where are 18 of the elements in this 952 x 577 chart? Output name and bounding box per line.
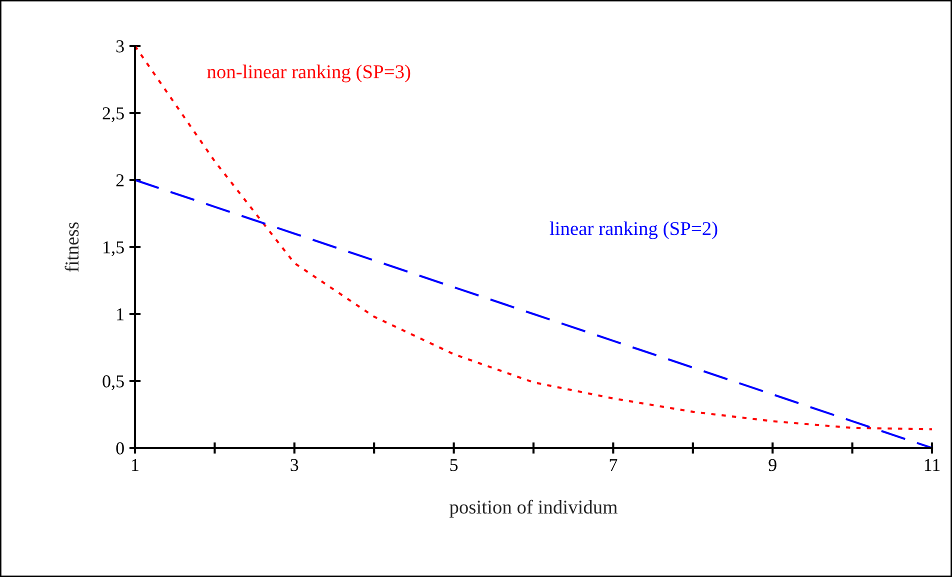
y-tick-label: 3	[116, 40, 124, 52]
x-tick-label: 7	[610, 459, 618, 471]
y-tick-label: 1	[117, 308, 124, 320]
x-tick-label: 1	[132, 459, 138, 471]
text: linear ranking (SP=2)	[550, 221, 718, 240]
x-axis-title: position of individum	[450, 500, 618, 518]
x-tick-label: 9	[768, 458, 776, 472]
line-series	[135, 46, 932, 430]
y-axis-title: fitness	[64, 222, 79, 272]
y-tick-label: 0,5	[102, 375, 124, 390]
y-tick-label: 1,5	[104, 241, 124, 256]
y-tick-label: 0	[116, 442, 124, 454]
y-tick-label: 2,5	[102, 107, 124, 122]
y-tick-label: 2	[116, 174, 124, 186]
x-tick-label: 5	[450, 459, 458, 472]
x-tick-label: 11	[924, 459, 940, 471]
x-tick-label: 3	[290, 458, 298, 472]
series-label: non-linear ranking (SP=3)	[207, 64, 410, 82]
